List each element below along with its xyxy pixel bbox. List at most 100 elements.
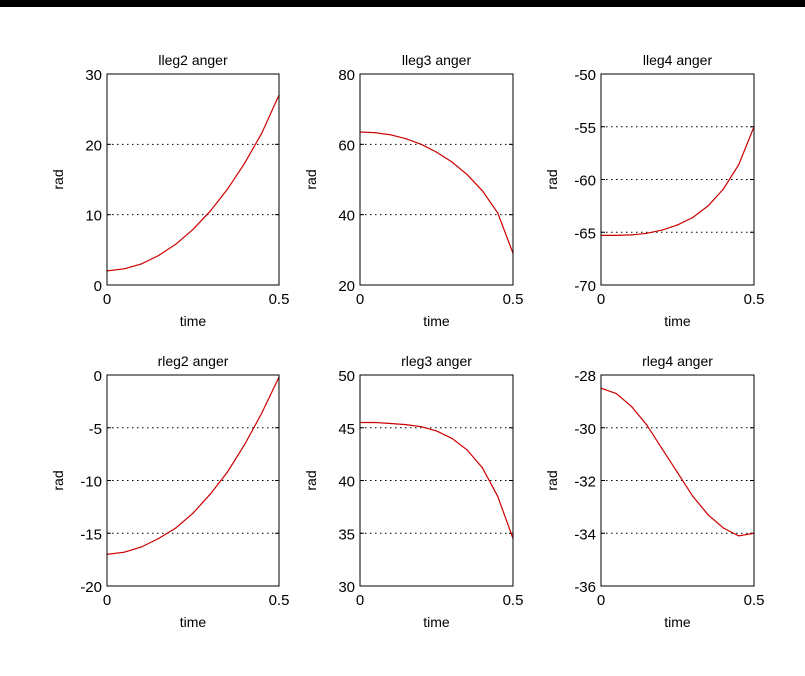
data-point: [707, 205, 709, 207]
data-point: [707, 514, 709, 516]
axes-box: [359, 73, 514, 286]
y-tick-label: -5: [89, 421, 102, 438]
y-tick-label: 0: [94, 278, 102, 295]
chart-title: rleg4 anger: [642, 353, 713, 369]
data-point: [175, 527, 177, 529]
y-axis-label: rad: [303, 470, 319, 490]
y-tick-label: -32: [574, 474, 596, 491]
x-tick-label: 0.5: [744, 592, 765, 609]
chart-panel-1: 0 10 20 30 0 0.5 lleg2 anger time rad: [50, 52, 289, 329]
y-tick-label: 10: [85, 208, 102, 225]
data-point: [738, 164, 740, 166]
x-axis-label: time: [180, 614, 207, 630]
data-point: [646, 232, 648, 234]
data-point: [435, 430, 438, 432]
data-point: [374, 421, 376, 424]
data-point: [123, 268, 125, 270]
data-point: [661, 229, 663, 231]
data-point: [615, 392, 617, 395]
y-tick-label: 30: [338, 579, 355, 596]
data-point: [692, 216, 694, 219]
data-point: [631, 406, 633, 408]
y-tick-label: -30: [574, 421, 596, 438]
y-tick-label: 80: [338, 67, 355, 84]
y-tick-label: 45: [338, 421, 355, 438]
y-axis-label: rad: [544, 470, 560, 490]
data-point: [722, 188, 725, 190]
data-point: [261, 132, 263, 134]
data-point: [158, 537, 160, 540]
data-point: [405, 138, 407, 140]
y-tick-label: -55: [574, 120, 596, 137]
data-point: [244, 444, 246, 446]
x-axis-label: time: [423, 313, 450, 329]
x-tick-label: 0: [597, 592, 605, 609]
data-point: [192, 512, 194, 514]
data-point: [209, 210, 211, 212]
y-axis-label: rad: [303, 169, 319, 189]
y-axis-label: rad: [50, 169, 66, 189]
data-point: [374, 132, 376, 134]
data-point: [466, 173, 468, 176]
chart-title: lleg2 anger: [158, 52, 228, 68]
chart-panel-6: -36 -34 -32 -30 -28 0 0.5 rleg4 anger time rad: [544, 353, 764, 630]
y-axis-label: rad: [544, 169, 560, 189]
y-tick-label: 40: [338, 208, 355, 225]
y-tick-label: 20: [338, 278, 355, 295]
chart-panel-3: -70 -65 -60 -55 -50 0 0.5 lleg4 anger time rad: [544, 52, 764, 329]
plot-area: [107, 74, 279, 285]
data-point: [209, 493, 211, 495]
data-point: [497, 212, 499, 214]
chart-panel-4: -20 -15 -10 -5 0 0 0.5 rleg2 anger time rad: [50, 353, 289, 630]
data-point: [420, 426, 422, 428]
data-point: [451, 437, 453, 439]
x-tick-label: 0.5: [744, 291, 765, 308]
data-point: [676, 224, 679, 226]
chart-title: rleg2 anger: [158, 353, 229, 369]
y-tick-label: 50: [338, 368, 355, 385]
data-point: [140, 263, 142, 265]
data-point: [261, 412, 263, 414]
x-tick-label: 0.5: [503, 291, 524, 308]
x-tick-label: 0: [356, 291, 364, 308]
chart-panel-5: 30 35 40 45 50 0 0.5 rleg3 anger time rad: [303, 353, 523, 630]
y-tick-label: 35: [338, 526, 355, 543]
y-tick-label: -34: [574, 526, 596, 543]
y-tick-label: 30: [85, 67, 102, 84]
y-tick-label: 0: [94, 368, 102, 385]
y-tick-label: -60: [574, 173, 596, 190]
x-tick-label: 0.5: [503, 592, 524, 609]
chart-panel-2: 20 40 60 80 0 0.5 lleg3 anger time rad: [303, 52, 523, 329]
top-border-rule: [0, 0, 805, 7]
axes-box: [106, 374, 280, 587]
axes-box: [600, 374, 755, 587]
x-tick-label: 0: [103, 291, 111, 308]
data-point: [497, 495, 499, 497]
data-point: [123, 551, 125, 553]
y-tick-label: 20: [85, 137, 102, 154]
data-point: [175, 243, 177, 245]
y-tick-label: -15: [80, 526, 102, 543]
y-tick-label: -20: [80, 579, 102, 596]
chart-title: rleg3 anger: [401, 353, 472, 369]
data-point: [615, 234, 617, 237]
axes-box: [106, 73, 280, 286]
data-point: [192, 228, 194, 231]
x-tick-label: 0: [356, 592, 364, 609]
x-tick-label: 0.5: [269, 291, 290, 308]
data-point: [676, 471, 679, 474]
data-point: [451, 161, 453, 163]
data-point: [390, 422, 392, 425]
data-point: [390, 134, 392, 136]
x-tick-label: 0.5: [269, 592, 290, 609]
data-point: [722, 527, 725, 529]
chart-title: lleg4 anger: [643, 52, 713, 68]
plot-area: [360, 74, 513, 285]
data-point: [481, 190, 483, 192]
y-tick-label: 60: [338, 137, 355, 154]
data-point: [435, 151, 438, 153]
x-tick-label: 0: [103, 592, 111, 609]
y-tick-label: -65: [574, 225, 596, 242]
data-point: [158, 254, 160, 257]
data-point: [692, 495, 694, 497]
